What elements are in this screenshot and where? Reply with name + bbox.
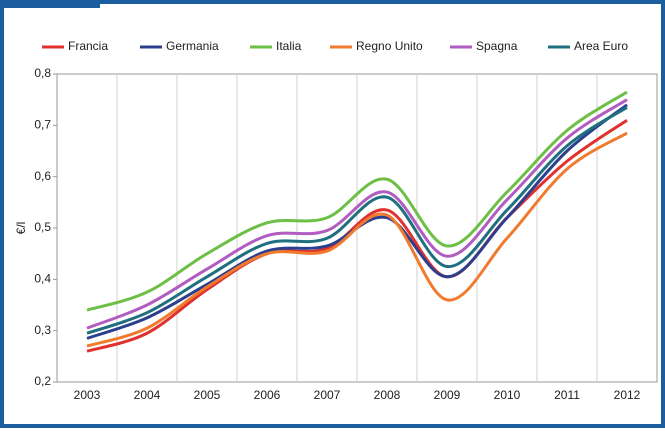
legend-label: Area Euro	[574, 39, 628, 53]
frame-tab	[0, 0, 100, 8]
series-line	[86, 90, 628, 312]
x-tick-label: 2012	[614, 388, 641, 402]
legend-label: Italia	[276, 39, 302, 53]
x-tick-label: 2011	[554, 388, 580, 402]
legend-label: Spagna	[476, 39, 518, 53]
legend-label: Regno Unito	[356, 39, 423, 53]
x-tick-label: 2004	[134, 388, 161, 402]
legend-label: Francia	[68, 39, 108, 53]
series-line	[86, 118, 628, 353]
x-tick-label: 2007	[314, 388, 341, 402]
series-line	[86, 106, 628, 335]
x-tick-label: 2009	[434, 388, 461, 402]
series-line	[86, 103, 628, 340]
series-line	[86, 131, 628, 348]
y-tick-label: 0,7	[34, 118, 51, 132]
y-tick-label: 0,6	[34, 169, 51, 183]
y-tick-label: 0,2	[34, 374, 51, 388]
y-tick-label: 0,8	[34, 66, 51, 80]
x-tick-label: 2008	[374, 388, 401, 402]
y-tick-label: 0,5	[34, 220, 51, 234]
y-tick-label: 0,3	[34, 323, 51, 337]
x-tick-label: 2010	[494, 388, 521, 402]
series-line	[86, 98, 628, 330]
legend-label: Germania	[166, 39, 219, 53]
x-tick-label: 2003	[74, 388, 101, 402]
y-axis-label: €/l	[14, 222, 28, 235]
x-tick-label: 2005	[194, 388, 221, 402]
x-tick-label: 2006	[254, 388, 281, 402]
y-tick-label: 0,4	[34, 272, 51, 286]
